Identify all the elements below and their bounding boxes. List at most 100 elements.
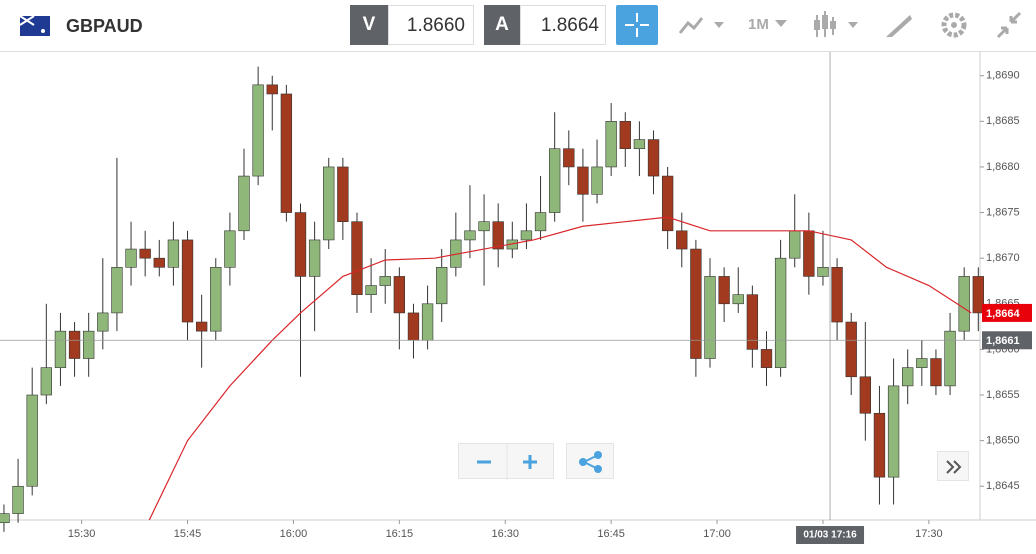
symbol: GBPAUD (66, 16, 143, 36)
price-marker-label: 1,8661 (986, 335, 1020, 347)
candle-body (944, 330, 956, 387)
scroll-end-button[interactable] (937, 451, 969, 481)
crosshair-button[interactable] (616, 5, 658, 45)
candle-body (252, 84, 264, 177)
candle-body (633, 139, 646, 150)
candle-body (97, 312, 109, 332)
candle-body (563, 148, 575, 168)
toolbar: GBPAUD V 1.8660 A 1.8664 1M (0, 0, 1036, 52)
price-marker (982, 303, 1032, 322)
candle-body (704, 276, 716, 359)
candle-body (690, 248, 702, 359)
candle-body (478, 221, 490, 232)
candle-body (746, 294, 759, 350)
candle-body (534, 212, 547, 232)
candle-body (308, 239, 321, 277)
y-tick-label: 1,8675 (986, 206, 1020, 218)
candle-body (972, 276, 984, 314)
candle-body (26, 394, 38, 487)
x-tick-label: 17:30 (915, 528, 943, 540)
chart: 1,86451,86501,86551,86601,86651,86701,86… (0, 52, 1036, 544)
share-button[interactable] (566, 443, 614, 479)
ask-price[interactable]: 1.8664 (520, 5, 606, 45)
candle-body (181, 239, 194, 323)
bid-price[interactable]: 1.8660 (388, 5, 474, 45)
flag (20, 16, 50, 36)
candle-body (54, 330, 67, 368)
x-tick-label: 16:15 (386, 528, 414, 540)
candle-body (873, 412, 886, 478)
candle-body (845, 321, 857, 378)
candle-body (930, 358, 942, 387)
price-marker (982, 331, 1032, 350)
candle-body (83, 330, 95, 359)
candle-body (421, 303, 434, 341)
timeframe-button[interactable]: 1M (748, 16, 769, 33)
candle-body (647, 139, 660, 177)
candle-body (436, 266, 448, 305)
candle-body (280, 93, 293, 213)
candle-body (266, 84, 278, 95)
candle-body (760, 349, 773, 368)
candle-body (605, 121, 617, 168)
candle-body (12, 485, 24, 514)
zoom-controls (458, 443, 554, 480)
y-tick-label: 1,8670 (986, 252, 1020, 264)
candle-body (916, 358, 928, 368)
dropdown-icon (775, 20, 787, 27)
candle-body (337, 166, 349, 222)
candle-body (195, 321, 208, 332)
bid-label[interactable]: V (350, 5, 388, 45)
draw-button[interactable] (884, 5, 914, 45)
candle-body (323, 166, 335, 241)
settings-button[interactable] (940, 5, 970, 45)
candle-body (294, 212, 307, 277)
candle-body (111, 266, 123, 314)
y-tick-label: 1,8685 (986, 115, 1020, 127)
candle-body (393, 276, 406, 314)
candle-body (774, 257, 787, 368)
candle-body (351, 221, 363, 295)
candle-body (591, 166, 603, 195)
candle-body (831, 266, 843, 323)
ask-label[interactable]: A (484, 5, 520, 45)
candle-body (464, 230, 476, 241)
candle-body (68, 330, 81, 359)
candle-body (958, 276, 970, 332)
crosshair-label: 01/03 17:16 (803, 530, 857, 541)
candle-body (365, 285, 377, 295)
x-tick-label: 15:30 (68, 528, 96, 540)
candle-body (379, 276, 391, 286)
candle-body (139, 248, 151, 259)
candle-body (676, 230, 688, 250)
candle-body (789, 230, 801, 259)
candle-type-button[interactable] (812, 5, 862, 45)
x-tick-label: 16:30 (491, 528, 519, 540)
candle-body (153, 257, 165, 268)
candle-body (224, 230, 236, 268)
candle-body (718, 276, 730, 305)
candle-body (407, 312, 420, 341)
candle-body (859, 376, 872, 414)
zoom-in[interactable] (523, 455, 537, 469)
candle-body (549, 148, 561, 213)
chart-type-button[interactable] (678, 5, 728, 45)
y-tick-label: 1,8650 (986, 435, 1020, 447)
crosshair-box (796, 526, 865, 544)
candle-body (520, 230, 533, 241)
y-tick-label: 1,8655 (986, 389, 1020, 401)
x-tick-label: 16:45 (597, 528, 625, 540)
candle-body (210, 266, 222, 332)
candle-body (803, 230, 815, 277)
candle-body (167, 239, 180, 268)
candle-body (492, 221, 504, 250)
price-marker-label: 1,8664 (986, 308, 1021, 320)
moving-average (148, 216, 972, 520)
y-tick-label: 1,8645 (986, 480, 1020, 492)
candle-body (902, 367, 914, 387)
collapse-button[interactable] (994, 5, 1024, 45)
candle-body (125, 248, 137, 268)
candle-body (619, 121, 631, 150)
candle-body (40, 367, 52, 396)
